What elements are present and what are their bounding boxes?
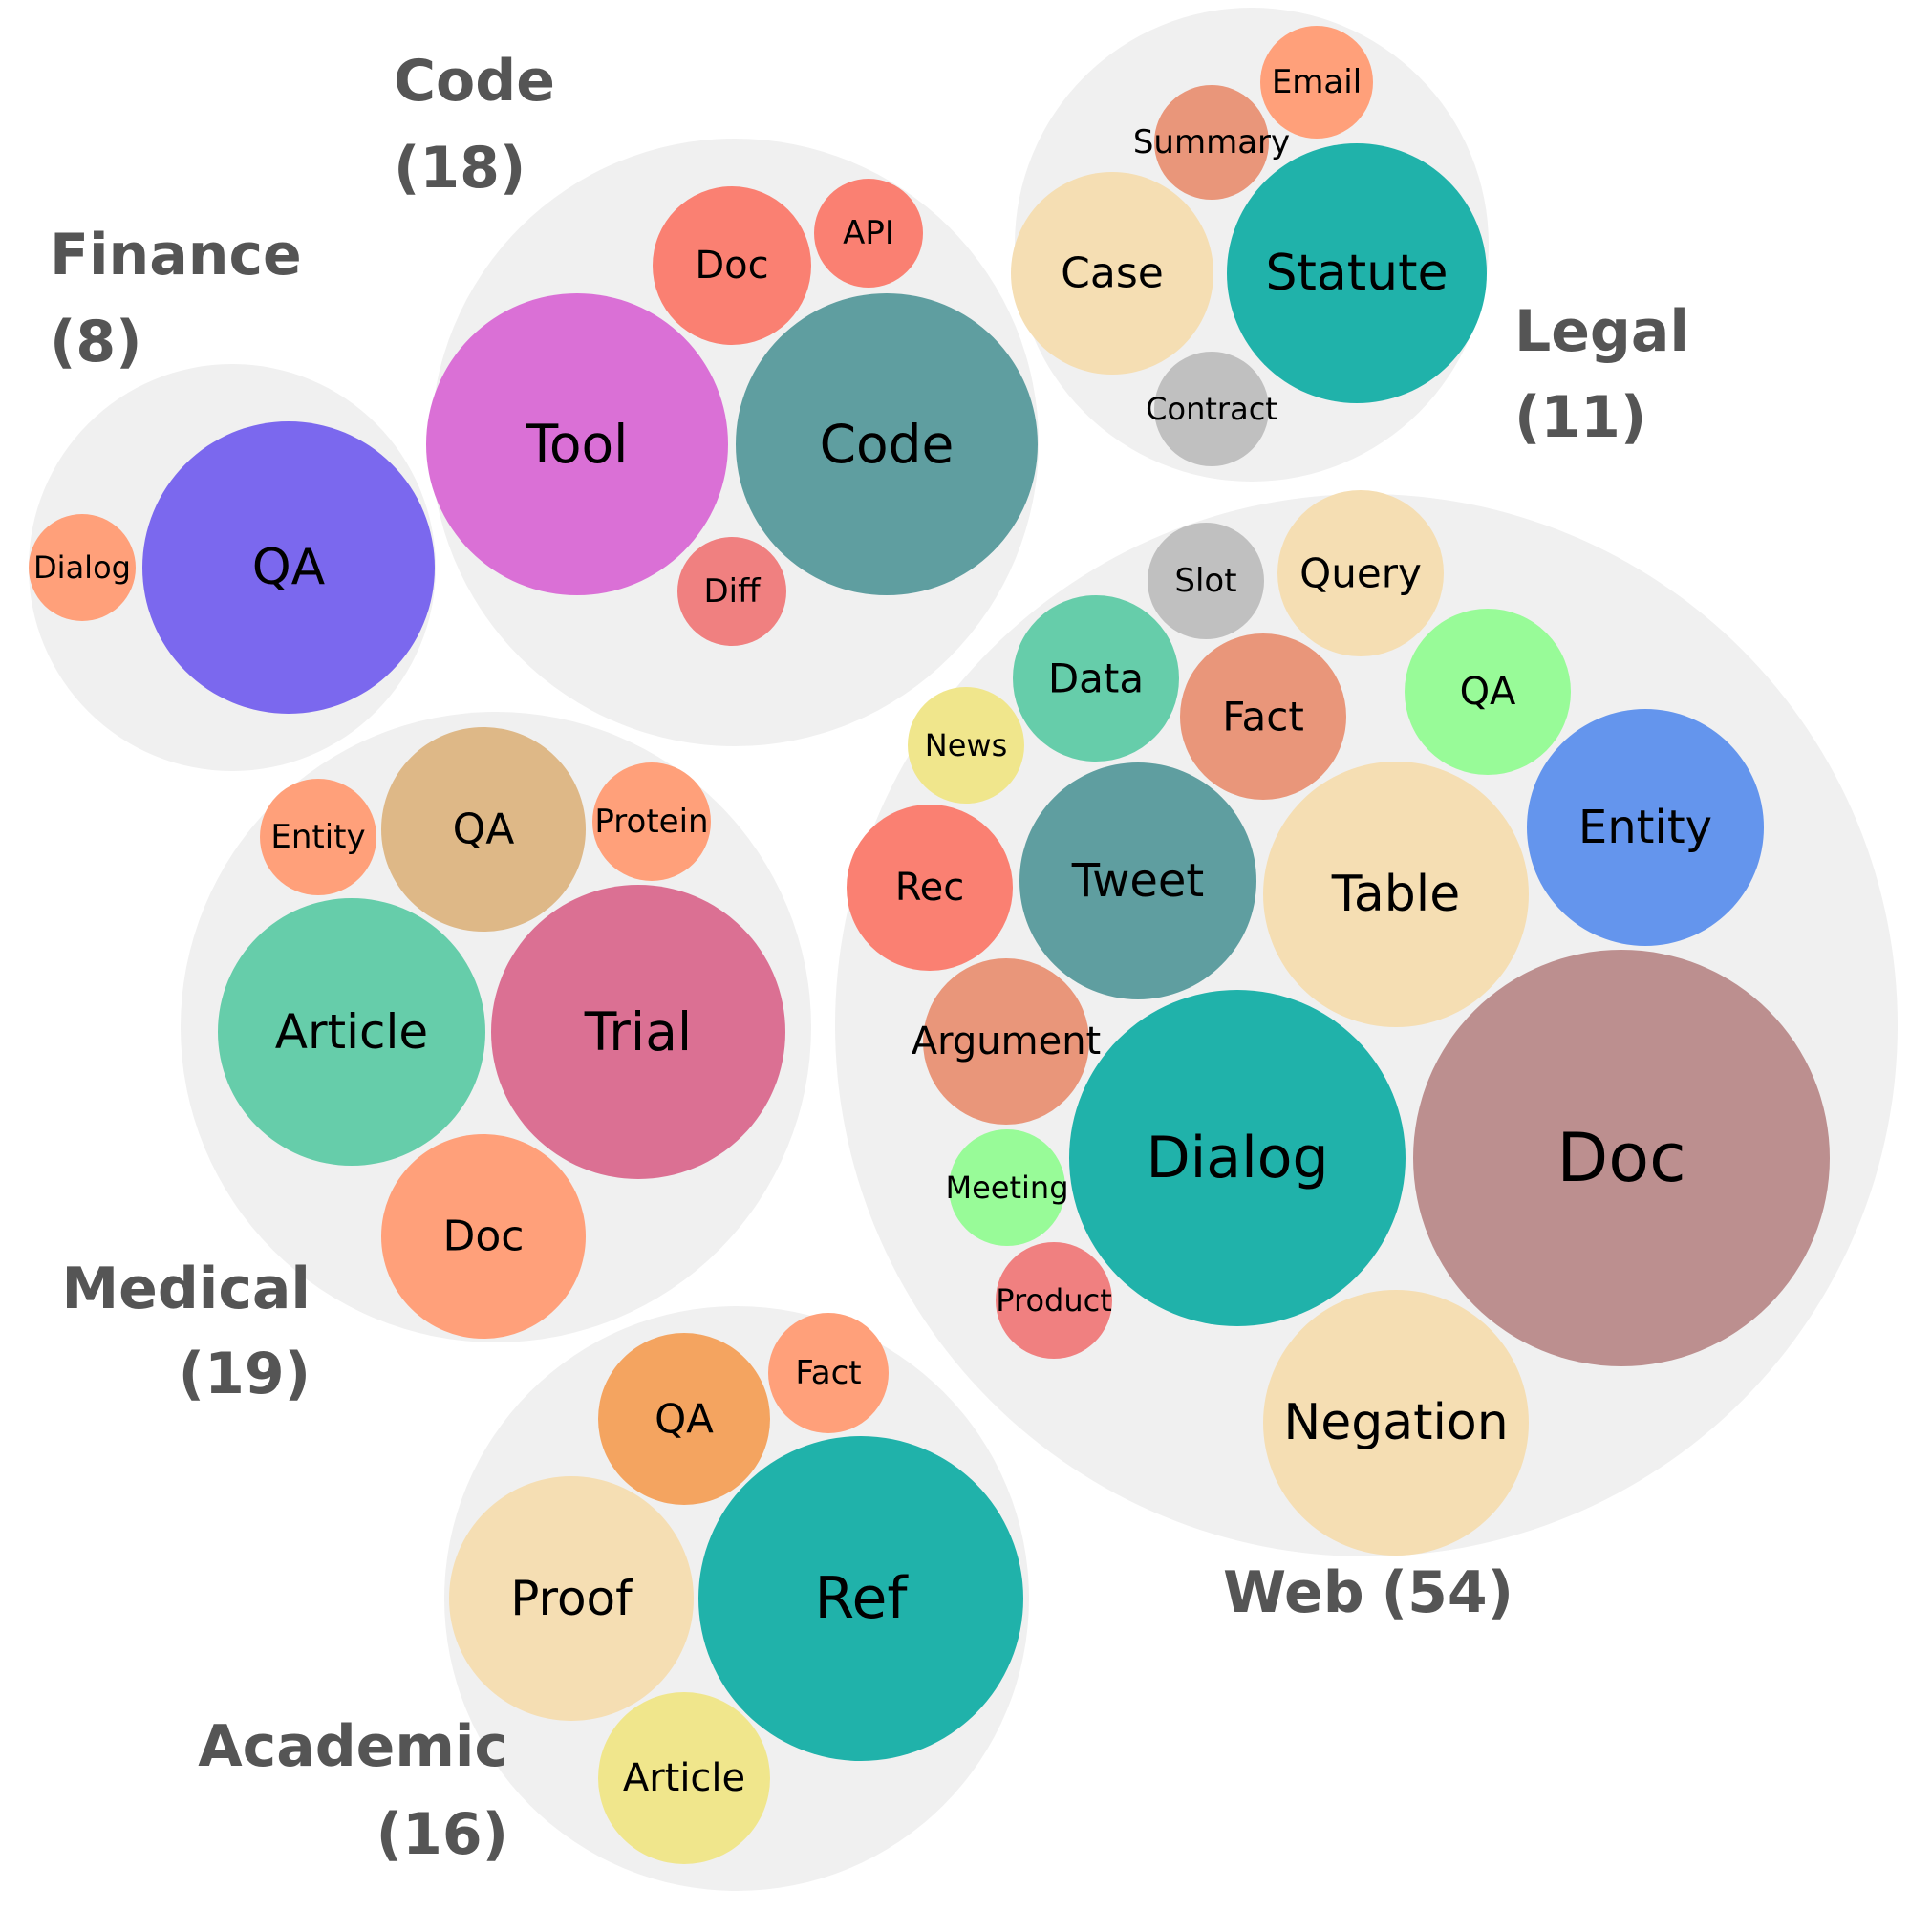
bubble-label-legal-case: Case bbox=[1061, 249, 1164, 298]
group-count-finance: (8) bbox=[50, 309, 142, 376]
bubble-label-web-slot: Slot bbox=[1174, 562, 1236, 600]
bubble-academic-article bbox=[598, 1692, 770, 1864]
bubble-academic-ref bbox=[698, 1436, 1023, 1761]
bubble-label-web-dialog: Dialog bbox=[1146, 1125, 1328, 1191]
bubble-label-code-tool: Tool bbox=[526, 414, 629, 475]
bubble-legal-email bbox=[1260, 26, 1373, 139]
bubble-finance-dialog bbox=[29, 514, 136, 621]
bubble-label-finance-qa: QA bbox=[252, 539, 326, 596]
bubble-label-legal-summary: Summary bbox=[1133, 123, 1290, 161]
bubble-label-legal-email: Email bbox=[1272, 63, 1362, 101]
bubble-label-web-doc: Doc bbox=[1556, 1119, 1685, 1197]
bubble-web-doc bbox=[1413, 950, 1830, 1366]
group-count-web: (54) bbox=[1382, 1559, 1513, 1626]
group-finance: QA Dialog Finance (8) bbox=[29, 222, 436, 771]
bubble-label-web-table: Table bbox=[1331, 866, 1460, 923]
bubble-web-data bbox=[1013, 595, 1179, 762]
bubble-legal-summary bbox=[1154, 85, 1269, 200]
group-count-academic: (16) bbox=[376, 1801, 508, 1868]
bubble-label-code-diff: Diff bbox=[703, 572, 762, 611]
bubble-web-query bbox=[1277, 490, 1444, 656]
group-count-code: (18) bbox=[394, 135, 526, 202]
bubble-label-code-code: Code bbox=[820, 414, 955, 475]
bubble-label-academic-proof: Proof bbox=[510, 1571, 633, 1626]
bubble-label-medical-doc: Doc bbox=[443, 1213, 525, 1261]
bubble-medical-protein bbox=[592, 762, 711, 881]
bubble-web-negation bbox=[1263, 1290, 1529, 1556]
bubble-code-code bbox=[736, 293, 1038, 595]
bubble-label-code-doc: Doc bbox=[695, 244, 768, 288]
bubble-label-academic-qa: QA bbox=[655, 1396, 714, 1443]
bubble-label-web-news: News bbox=[925, 727, 1007, 763]
bubble-finance-qa bbox=[142, 421, 435, 714]
bubble-code-diff bbox=[677, 537, 786, 646]
bubble-web-tweet bbox=[1019, 762, 1256, 999]
bubble-label-legal-statute: Statute bbox=[1266, 245, 1449, 302]
bubble-label-web-negation: Negation bbox=[1283, 1394, 1508, 1451]
bubble-label-finance-dialog: Dialog bbox=[33, 549, 131, 586]
bubble-academic-proof bbox=[449, 1476, 694, 1721]
group-count-medical: (19) bbox=[179, 1341, 311, 1407]
bubble-label-medical-trial: Trial bbox=[584, 1001, 692, 1063]
bubble-label-code-api: API bbox=[843, 214, 894, 252]
bubble-medical-doc bbox=[381, 1134, 586, 1339]
bubble-label-academic-ref: Ref bbox=[814, 1565, 909, 1632]
bubble-label-academic-article: Article bbox=[623, 1756, 745, 1800]
bubble-label-academic-fact: Fact bbox=[795, 1354, 861, 1392]
group-name-medical: Medical bbox=[61, 1256, 311, 1322]
group-name-finance: Finance bbox=[50, 222, 302, 289]
bubble-code-api bbox=[814, 179, 923, 288]
bubble-label-medical-protein: Protein bbox=[594, 803, 708, 841]
bubble-label-web-entity: Entity bbox=[1578, 801, 1712, 854]
bubble-legal-contract bbox=[1154, 352, 1269, 466]
group-code: Tool Code Doc API Diff Code (18) bbox=[394, 48, 1039, 746]
bubble-label-web-query: Query bbox=[1299, 550, 1422, 597]
bubble-label-web-product: Product bbox=[996, 1282, 1112, 1319]
bubble-academic-qa bbox=[598, 1333, 770, 1505]
bubble-label-web-tweet: Tweet bbox=[1071, 854, 1205, 908]
bubble-web-entity bbox=[1527, 709, 1764, 946]
bubble-web-product bbox=[996, 1242, 1112, 1359]
group-medical: Trial Article QA Doc Entity Protein Medical (19… bbox=[61, 712, 811, 1407]
bubble-label-web-argument: Argument bbox=[912, 1020, 1101, 1063]
group-count-legal: (11) bbox=[1514, 384, 1646, 451]
bubble-label-web-rec: Rec bbox=[895, 866, 965, 910]
bubble-web-fact bbox=[1180, 633, 1346, 800]
bubble-code-tool bbox=[426, 293, 728, 595]
bubble-web-news bbox=[908, 687, 1024, 804]
bubble-legal-case bbox=[1011, 172, 1213, 375]
bubble-label-medical-article: Article bbox=[275, 1004, 428, 1060]
bubble-medical-article bbox=[218, 898, 485, 1166]
group-academic: Ref Proof QA Article Fact Academic (16) bbox=[198, 1306, 1029, 1891]
group-legal: Statute Case Summary Email Contract Legal (11) bbox=[1011, 8, 1689, 482]
bubble-label-legal-contract: Contract bbox=[1146, 391, 1277, 427]
bubble-label-web-qa: QA bbox=[1460, 670, 1516, 714]
group-label-web: Web (54) bbox=[1223, 1559, 1513, 1626]
bubble-label-web-meeting: Meeting bbox=[945, 1170, 1068, 1206]
bubble-web-meeting bbox=[949, 1129, 1065, 1246]
bubble-label-medical-entity: Entity bbox=[270, 818, 365, 856]
bubble-academic-fact bbox=[768, 1313, 889, 1433]
group-name-code: Code bbox=[394, 48, 555, 115]
bubble-web-argument bbox=[923, 958, 1089, 1125]
bubble-label-web-fact: Fact bbox=[1222, 694, 1304, 741]
bubble-medical-entity bbox=[260, 779, 376, 895]
group-name-web: Web bbox=[1223, 1559, 1364, 1626]
bubble-code-doc bbox=[653, 186, 811, 345]
bubble-web-qa bbox=[1405, 609, 1571, 775]
bubble-web-slot bbox=[1148, 523, 1264, 639]
bubble-web-rec bbox=[847, 805, 1013, 971]
bubble-web-table bbox=[1263, 762, 1529, 1027]
bubble-legal-statute bbox=[1227, 143, 1487, 403]
group-web: Doc Dialog Table Negation Entity Tweet Query Fa… bbox=[835, 490, 1898, 1626]
group-name-academic: Academic bbox=[198, 1713, 508, 1780]
group-name-legal: Legal bbox=[1514, 298, 1689, 365]
bubble-medical-qa bbox=[381, 727, 586, 932]
bubble-label-medical-qa: QA bbox=[453, 805, 515, 854]
bubble-medical-trial bbox=[491, 885, 785, 1179]
bubble-label-web-data: Data bbox=[1048, 655, 1144, 702]
bubble-web-dialog bbox=[1069, 990, 1406, 1326]
